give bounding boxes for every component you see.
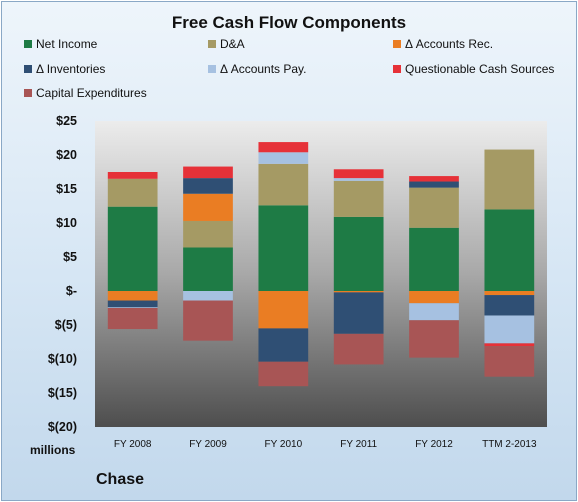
bar-segment (484, 343, 535, 347)
x-tick-label: FY 2008 (114, 439, 152, 450)
y-tick-label: $10 (56, 216, 77, 230)
legend-swatch (393, 64, 401, 73)
bar-segment (409, 187, 459, 228)
y-tick-label: $20 (56, 148, 77, 162)
bar-segment (484, 209, 535, 291)
legend-label: D&A (220, 37, 245, 51)
bar-segment (107, 307, 158, 308)
legend-item: Δ Inventories (24, 62, 105, 76)
bar-segment (409, 176, 459, 182)
bar-segment (258, 328, 309, 362)
bar-segment (484, 315, 535, 344)
bar-segment (409, 320, 459, 358)
chart-title: Free Cash Flow Components (171, 13, 407, 32)
bar-segment (183, 166, 233, 179)
legend-label: Capital Expenditures (36, 86, 147, 100)
bar-segment (258, 142, 309, 153)
y-tick-label: $15 (56, 182, 77, 196)
bar-segment (409, 227, 459, 291)
legend-label: Questionable Cash Sources (405, 62, 555, 76)
bar-segment (484, 295, 535, 316)
bar-segment (183, 300, 233, 341)
bar-segment (333, 178, 384, 181)
bar-segment (333, 180, 384, 217)
y-tick-label: $25 (56, 114, 77, 128)
bar-segment (333, 216, 384, 291)
y-tick-label: $- (66, 284, 77, 298)
x-tick-label: TTM 2-2013 (482, 439, 537, 450)
bar-segment (183, 178, 233, 194)
bar-segment (107, 300, 158, 308)
bar-segment (333, 333, 384, 365)
legend-item: D&A (208, 37, 245, 51)
y-tick-label: $(10) (48, 352, 77, 366)
legend-label: Δ Inventories (36, 62, 106, 76)
bar-segment (258, 163, 309, 206)
bar-segment (107, 308, 158, 330)
bar-segment (258, 291, 309, 329)
x-tick-label: FY 2011 (340, 439, 377, 450)
legend-label: Δ Accounts Rec. (405, 37, 494, 51)
y-tick-label: $(20) (48, 420, 77, 434)
legend-swatch (393, 39, 401, 48)
x-tick-label: FY 2012 (415, 439, 453, 450)
bar-segment (484, 346, 535, 377)
units-label: millions (30, 443, 76, 457)
company-label: Chase (96, 471, 145, 488)
bar-segment (258, 152, 309, 164)
bar-segment (183, 193, 233, 221)
bar-segment (183, 291, 233, 301)
bar-segment (333, 169, 384, 179)
bar-segment (409, 291, 459, 304)
bar-segment (258, 205, 309, 291)
bar-segment (107, 172, 158, 179)
bar-segment (183, 247, 233, 291)
y-tick-label: $5 (63, 250, 77, 264)
bar-segment (107, 291, 158, 301)
y-tick-label: $(5) (55, 318, 77, 332)
bar-segment (409, 303, 459, 321)
bar-segment (258, 361, 309, 387)
legend-item: Δ Accounts Rec. (393, 37, 493, 51)
legend-swatch (208, 64, 216, 73)
y-tick-label: $(15) (48, 386, 77, 400)
legend-label: Net Income (36, 37, 98, 51)
bar-segment (484, 149, 535, 210)
x-tick-label: FY 2010 (265, 439, 303, 450)
legend-label: Δ Accounts Pay. (220, 62, 307, 76)
bar-segment (333, 292, 384, 334)
legend-swatch (24, 64, 32, 73)
bar-segment (107, 206, 158, 291)
plot-area (95, 121, 547, 427)
legend-swatch (24, 39, 32, 48)
bar-segment (333, 291, 384, 293)
legend-item: Capital Expenditures (24, 86, 147, 100)
bar-segment (183, 220, 233, 248)
legend-item: Questionable Cash Sources (393, 62, 554, 76)
bar-segment (484, 291, 535, 296)
legend-swatch (24, 88, 32, 97)
legend-item: Net Income (24, 37, 97, 51)
legend-item: Δ Accounts Pay. (208, 62, 307, 76)
x-tick-label: FY 2009 (189, 439, 227, 450)
bar-segment (409, 181, 459, 188)
legend-swatch (208, 39, 216, 48)
bar-segment (107, 178, 158, 207)
